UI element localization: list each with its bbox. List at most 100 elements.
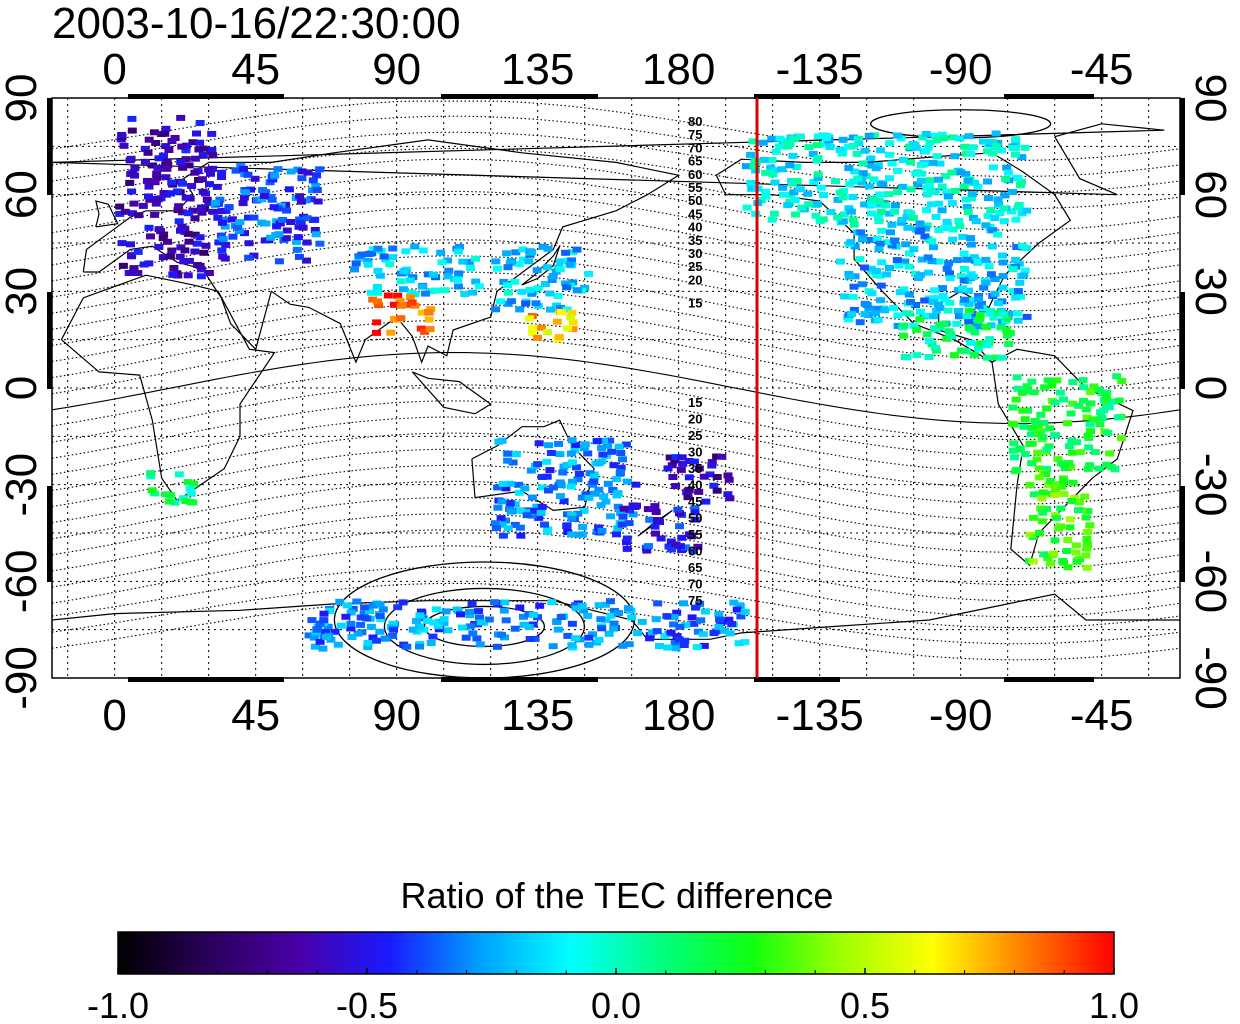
tec-pixel: [388, 632, 398, 639]
tec-pixel: [903, 224, 913, 231]
contour-label: 35: [688, 233, 702, 248]
tec-pixel: [813, 201, 822, 207]
tec-pixel: [1044, 481, 1054, 488]
tec-pixel: [792, 178, 802, 184]
mlat-contour: [52, 352, 1180, 424]
tec-pixel: [1038, 489, 1048, 496]
tec-pixel: [621, 441, 631, 448]
tec-pixel: [127, 115, 137, 122]
tec-pixel: [1081, 406, 1091, 413]
tec-pixel: [302, 239, 312, 246]
tec-pixel: [530, 635, 540, 642]
tec-pixel: [1181, 223, 1190, 229]
tec-pixel: [455, 243, 464, 250]
tec-pixel: [857, 179, 867, 186]
tec-pixel: [119, 142, 129, 149]
tec-pixel: [1085, 389, 1095, 396]
tec-pixel: [472, 635, 482, 642]
tec-pixel: [725, 495, 735, 502]
tec-pixel: [1023, 407, 1032, 414]
tec-pixel: [909, 246, 919, 253]
tec-pixel: [1229, 137, 1238, 143]
tec-pixel: [594, 486, 604, 493]
tec-pixel: [606, 598, 615, 605]
tec-pixel: [405, 277, 415, 284]
tec-pixel: [364, 251, 374, 257]
tec-pixel: [154, 243, 164, 250]
tec-pixel: [1012, 310, 1022, 317]
tec-pixel: [873, 162, 883, 169]
right-lat-tick-label: 90: [1186, 74, 1235, 123]
tec-pixel: [651, 509, 661, 515]
tec-pixel: [839, 211, 849, 218]
tec-pixel: [347, 634, 357, 640]
tec-pixel: [179, 258, 189, 265]
tec-pixel: [1072, 439, 1082, 446]
tec-pixel: [282, 227, 292, 234]
tec-pixel: [556, 258, 566, 265]
tec-pixel: [1011, 151, 1020, 158]
tec-pixel: [390, 315, 400, 322]
tec-pixel: [323, 623, 333, 630]
tec-pixel: [568, 279, 578, 286]
tec-pixel: [567, 642, 577, 649]
tec-pixel: [315, 620, 325, 627]
tec-pixel: [958, 285, 968, 292]
tec-pixel: [729, 599, 739, 606]
tec-pixel: [527, 512, 537, 519]
tec-pixel: [599, 493, 609, 500]
tec-pixel: [184, 162, 194, 169]
tec-pixel: [467, 600, 477, 607]
tec-pixel: [457, 624, 467, 631]
tec-pixel: [506, 298, 516, 305]
tec-pixel: [419, 626, 429, 633]
tec-pixel: [1084, 434, 1094, 441]
tec-pixel: [169, 265, 179, 271]
tec-pixel: [214, 239, 224, 246]
tec-pixel: [544, 487, 553, 494]
tec-pixel: [950, 188, 960, 194]
tec-pixel: [415, 643, 424, 650]
tec-pixel: [215, 196, 225, 203]
tec-pixel: [934, 176, 943, 183]
tec-pixel: [869, 196, 879, 203]
tec-pixel: [161, 491, 171, 498]
tec-pixel: [1027, 424, 1037, 431]
tec-pixel: [456, 611, 465, 618]
contour-label: 15: [688, 296, 702, 311]
tec-pixel: [201, 242, 211, 249]
tec-pixel: [1013, 288, 1023, 295]
tec-pixel: [858, 170, 868, 177]
tec-pixel: [918, 134, 928, 141]
tec-pixel: [908, 215, 918, 221]
tec-pixel: [1016, 293, 1025, 300]
tec-pixel: [596, 502, 606, 509]
tec-pixel: [1108, 398, 1118, 405]
tec-pixel: [1013, 204, 1023, 211]
tec-pixel: [1018, 242, 1028, 249]
tec-pixel: [1187, 235, 1196, 241]
tec-pixel: [941, 173, 951, 180]
tec-pixel: [1038, 434, 1048, 441]
tec-pixel: [372, 319, 382, 326]
tec-pixel: [161, 125, 171, 132]
tec-pixel: [563, 325, 573, 332]
tec-pixel: [675, 510, 684, 517]
tec-pixel: [1074, 507, 1083, 514]
tec-pixel: [545, 467, 555, 474]
tec-pixel: [1039, 419, 1049, 426]
tec-pixel: [597, 625, 607, 632]
contour-labels: 8075706560555045403530252015152025303540…: [688, 114, 702, 608]
tec-pixel: [567, 515, 577, 522]
tec-pixel: [484, 616, 494, 623]
tec-pixel: [1054, 525, 1064, 532]
tec-pixel: [399, 268, 409, 274]
tec-pixel: [231, 167, 241, 174]
tec-pixel: [531, 300, 541, 307]
tec-pixel: [249, 214, 259, 221]
tec-pixel: [618, 642, 628, 649]
tec-pixel: [877, 259, 887, 266]
tec-pixel: [562, 306, 572, 313]
tec-pixel: [642, 547, 652, 554]
tec-pixel: [761, 193, 771, 200]
